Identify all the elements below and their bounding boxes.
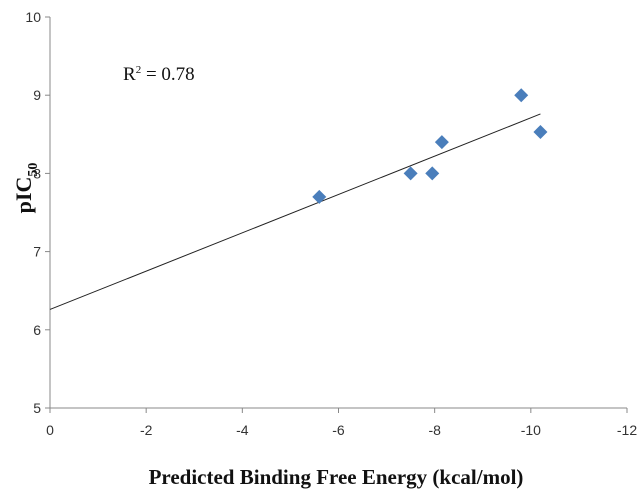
x-axis-ticks: 0 -2 -4 -6 -8 -10 -12 bbox=[46, 408, 637, 438]
data-point-diamond bbox=[533, 124, 548, 139]
x-tick-label: -12 bbox=[617, 422, 637, 438]
trend-line bbox=[49, 113, 541, 310]
data-point-diamond bbox=[403, 166, 418, 181]
data-point-diamond bbox=[514, 88, 529, 103]
plot-area: 5 6 7 8 9 10 0 -2 -4 -6 -8 -10 -12 bbox=[25, 9, 637, 438]
y-tick-label: 10 bbox=[25, 9, 41, 25]
y-tick-label: 6 bbox=[33, 322, 41, 338]
x-axis-title: Predicted Binding Free Energy (kcal/mol) bbox=[149, 465, 524, 489]
x-tick-label: -6 bbox=[332, 422, 345, 438]
x-tick-label: -2 bbox=[140, 422, 153, 438]
y-tick-label: 9 bbox=[33, 87, 41, 103]
y-tick-label: 7 bbox=[33, 244, 41, 260]
data-points bbox=[312, 88, 548, 204]
data-point-diamond bbox=[312, 189, 327, 204]
x-tick-label: 0 bbox=[46, 422, 54, 438]
data-point-diamond bbox=[425, 166, 440, 181]
x-tick-label: -10 bbox=[521, 422, 541, 438]
data-point-diamond bbox=[434, 135, 449, 150]
y-tick-label: 8 bbox=[33, 165, 41, 181]
r-squared-annotation: R2 = 0.78 bbox=[123, 64, 195, 85]
x-tick-label: -8 bbox=[428, 422, 441, 438]
y-axis-title: pIC50 bbox=[11, 163, 41, 214]
y-axis-ticks: 5 6 7 8 9 10 bbox=[25, 9, 50, 416]
x-tick-label: -4 bbox=[236, 422, 249, 438]
y-tick-label: 5 bbox=[33, 400, 41, 416]
